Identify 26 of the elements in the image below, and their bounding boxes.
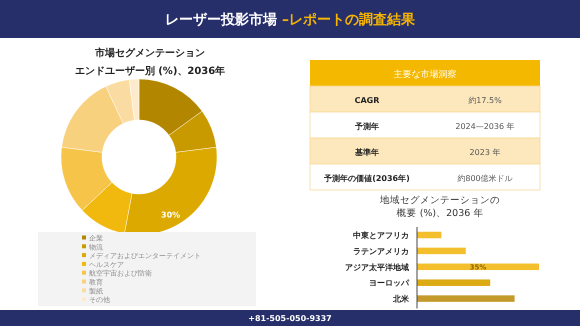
text: 基準年 (354, 148, 379, 157)
y-tick-label: ヨーロッパ (369, 278, 410, 288)
text: 主要な市場洞察 (394, 69, 456, 80)
text: +81-505-050-9337 (248, 314, 332, 323)
text: 2024—2036 年 (455, 122, 515, 131)
chart-title: 地域セグメンテーションの (379, 194, 500, 206)
text: CAGR (354, 96, 380, 105)
y-tick-label: ラテンアメリカ (353, 246, 409, 256)
y-tick-label: 北米 (392, 294, 410, 304)
data-label: 30% (161, 210, 180, 220)
chart-subtitle: エンドユーザー別 (%)、2036年 (74, 65, 226, 77)
y-tick-label: アジア太平洋地域 (345, 262, 409, 272)
text: レーザー投影市場 –レポートの調査結果 (165, 11, 416, 28)
bar (417, 295, 515, 302)
bar (417, 264, 539, 270)
chart-subtitle: 概要 (%)、2036 年 (396, 207, 484, 219)
bar (417, 248, 466, 254)
bar (417, 279, 490, 286)
text: 2023 年 (470, 148, 500, 157)
text: 約17.5% (468, 96, 502, 105)
y-tick-label: 中東とアフリカ (353, 231, 409, 240)
chart-title: 市場セグメンテーション (94, 47, 205, 59)
text: 約800億米ドル (457, 174, 513, 183)
text: 予測年の価値(2036年) (323, 174, 410, 183)
bar (417, 232, 442, 238)
text: 予測年 (354, 122, 379, 131)
